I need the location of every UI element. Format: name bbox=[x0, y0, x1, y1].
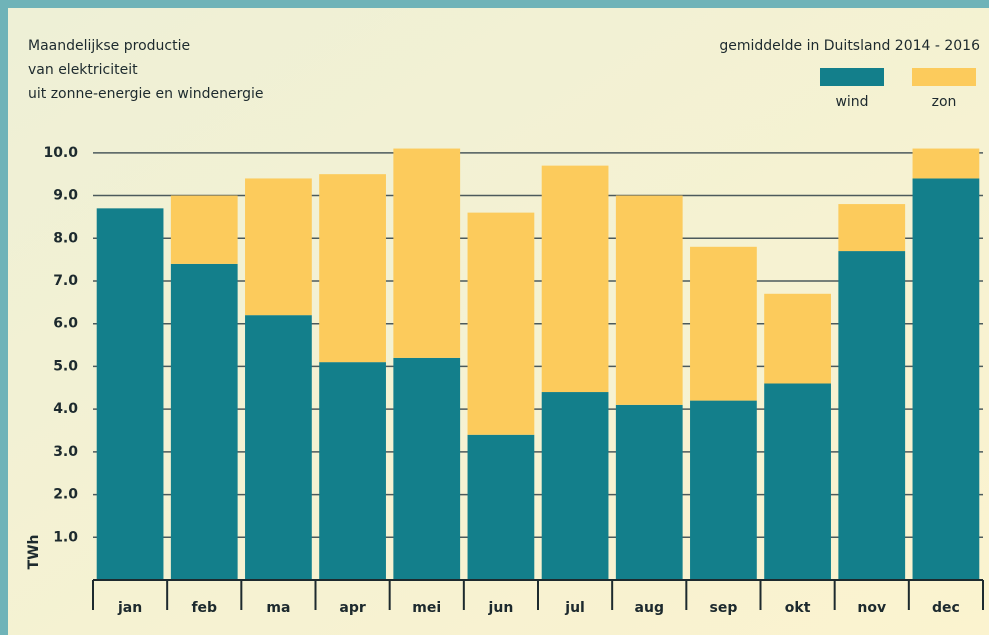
y-tick-label: 7.0 bbox=[53, 273, 78, 289]
legend-swatch bbox=[820, 68, 884, 86]
x-tick-label: jan bbox=[117, 600, 142, 616]
bar-segment bbox=[245, 315, 312, 580]
x-tick-label: dec bbox=[932, 600, 960, 616]
y-tick-label: 3.0 bbox=[53, 444, 78, 460]
bar-segment bbox=[319, 362, 386, 580]
y-tick-label: 6.0 bbox=[53, 316, 78, 332]
legend-label: zon bbox=[932, 94, 957, 110]
chart-title: Maandelijkse productie van elektriciteit u… bbox=[28, 38, 264, 102]
bar-segment bbox=[615, 195, 683, 405]
bar-segment bbox=[170, 195, 238, 264]
y-tick-label: 10.0 bbox=[43, 145, 78, 161]
bar-segment bbox=[541, 392, 609, 580]
title-line: van elektriciteit bbox=[28, 62, 138, 78]
x-tick-label: ma bbox=[266, 600, 290, 616]
y-tick-label: 2.0 bbox=[53, 487, 78, 503]
bar-segment bbox=[393, 357, 461, 580]
y-tick-label: 1.0 bbox=[53, 529, 78, 545]
bar-segment bbox=[912, 148, 980, 179]
bar-segment bbox=[319, 174, 386, 363]
bar-segment bbox=[764, 383, 831, 580]
x-tick-label: mei bbox=[412, 600, 441, 616]
y-axis-label: TWh bbox=[26, 535, 42, 570]
bar-segment bbox=[467, 212, 535, 435]
bar-segment bbox=[690, 400, 757, 580]
y-tick-label: 4.0 bbox=[53, 401, 78, 417]
x-tick-label: apr bbox=[339, 600, 365, 616]
x-tick-label: okt bbox=[785, 600, 811, 616]
x-tick-label: jun bbox=[488, 600, 514, 616]
bar-segment bbox=[838, 204, 906, 252]
x-tick-label: aug bbox=[635, 600, 664, 616]
y-tick-label: 5.0 bbox=[53, 358, 78, 374]
x-tick-label: nov bbox=[857, 600, 886, 616]
bar-segment bbox=[467, 434, 535, 580]
x-tick-label: sep bbox=[709, 600, 737, 616]
bar-segment bbox=[96, 208, 164, 580]
bar-segment bbox=[393, 148, 461, 358]
bar-segment bbox=[912, 178, 980, 581]
bar-segment bbox=[690, 246, 757, 401]
title-line: uit zonne-energie en windenergie bbox=[28, 86, 264, 102]
legend-swatch bbox=[912, 68, 976, 86]
title-line: Maandelijkse productie bbox=[28, 38, 190, 54]
legend-label: wind bbox=[835, 94, 868, 110]
chart-subtitle: gemiddelde in Duitsland 2014 - 2016 bbox=[719, 38, 980, 54]
x-tick-label: jul bbox=[564, 600, 585, 616]
bar-segment bbox=[541, 165, 609, 393]
y-tick-label: 9.0 bbox=[53, 188, 78, 204]
x-tick-label: feb bbox=[191, 600, 217, 616]
bar-segment bbox=[838, 251, 906, 580]
bar-segment bbox=[245, 178, 312, 316]
bar-segment bbox=[170, 263, 238, 580]
bar-segment bbox=[764, 293, 831, 384]
y-tick-label: 8.0 bbox=[53, 230, 78, 246]
bar-segment bbox=[615, 404, 683, 580]
